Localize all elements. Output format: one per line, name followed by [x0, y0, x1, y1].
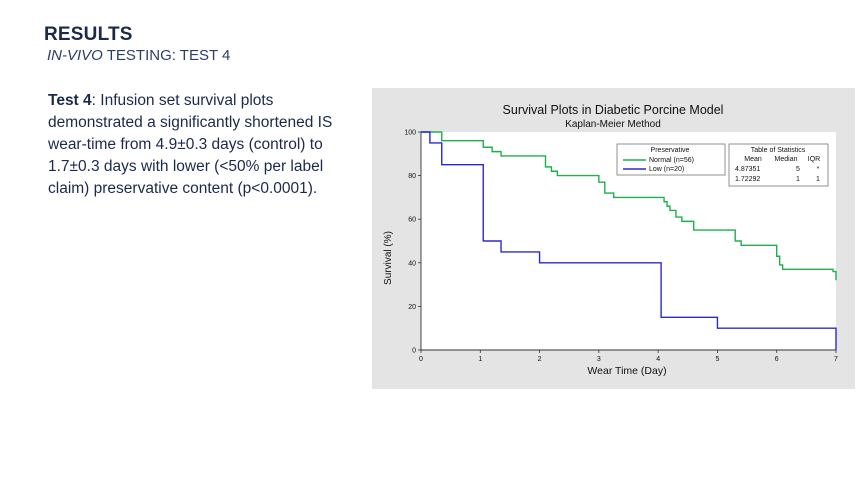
x-tick-label: 3	[597, 356, 601, 363]
x-tick-label: 1	[478, 356, 482, 363]
stats-normal-median: 5	[796, 166, 800, 173]
stats-header-median: Median	[775, 156, 798, 163]
results-heading: RESULTS	[44, 24, 133, 45]
series-line-low	[421, 131, 837, 350]
y-tick-label: 20	[408, 304, 416, 311]
chart-panel: Survival Plots in Diabetic Porcine Model…	[372, 88, 855, 389]
subheading-italic: IN-VIVO	[47, 47, 103, 64]
statistics-table: Table of Statistics Mean Median IQR 4.87…	[728, 143, 829, 187]
x-tick-label: 7	[834, 356, 838, 363]
x-tick-label: 0	[419, 356, 423, 363]
legend-entry-low: Low (n=20)	[649, 166, 684, 173]
x-tick-label: 4	[656, 356, 660, 363]
description-text: : Infusion set survival plots demonstrat…	[48, 92, 333, 197]
results-description: Test 4: Infusion set survival plots demo…	[48, 90, 338, 200]
test-label: Test 4	[48, 92, 92, 109]
y-tick-label: 100	[404, 130, 416, 137]
stats-normal-iqr: *	[817, 166, 820, 173]
x-tick-label: 2	[538, 356, 542, 363]
y-axis-label: Survival (%)	[383, 231, 394, 285]
legend: Preservative Normal (n=56) Low (n=20)	[616, 143, 726, 176]
y-tick-label: 0	[412, 348, 416, 355]
chart-subtitle: Kaplan-Meier Method	[565, 119, 661, 130]
legend-entry-normal: Normal (n=56)	[649, 157, 694, 164]
stats-low-median: 1	[796, 176, 800, 183]
section-subheading: IN-VIVO TESTING: TEST 4	[47, 47, 230, 64]
legend-title: Preservative	[651, 147, 690, 154]
kaplan-meier-chart: Survival Plots in Diabetic Porcine Model…	[372, 88, 855, 389]
stats-header-mean: Mean	[744, 156, 762, 163]
y-tick-label: 80	[408, 173, 416, 180]
stats-normal-mean: 4.87351	[735, 166, 760, 173]
y-tick-label: 60	[408, 217, 416, 224]
y-tick-label: 40	[408, 260, 416, 267]
stats-low-iqr: 1	[816, 176, 820, 183]
stats-table-box	[728, 143, 829, 187]
x-tick-label: 5	[715, 356, 719, 363]
stats-table-title: Table of Statistics	[751, 147, 806, 154]
stats-header-iqr: IQR	[808, 156, 820, 163]
x-tick-label: 6	[775, 356, 779, 363]
stats-low-mean: 1.72292	[735, 176, 760, 183]
subheading-rest: TESTING: TEST 4	[102, 47, 231, 64]
x-axis-label: Wear Time (Day)	[587, 365, 666, 377]
chart-title: Survival Plots in Diabetic Porcine Model	[503, 103, 724, 117]
series-line-normal	[421, 131, 837, 281]
